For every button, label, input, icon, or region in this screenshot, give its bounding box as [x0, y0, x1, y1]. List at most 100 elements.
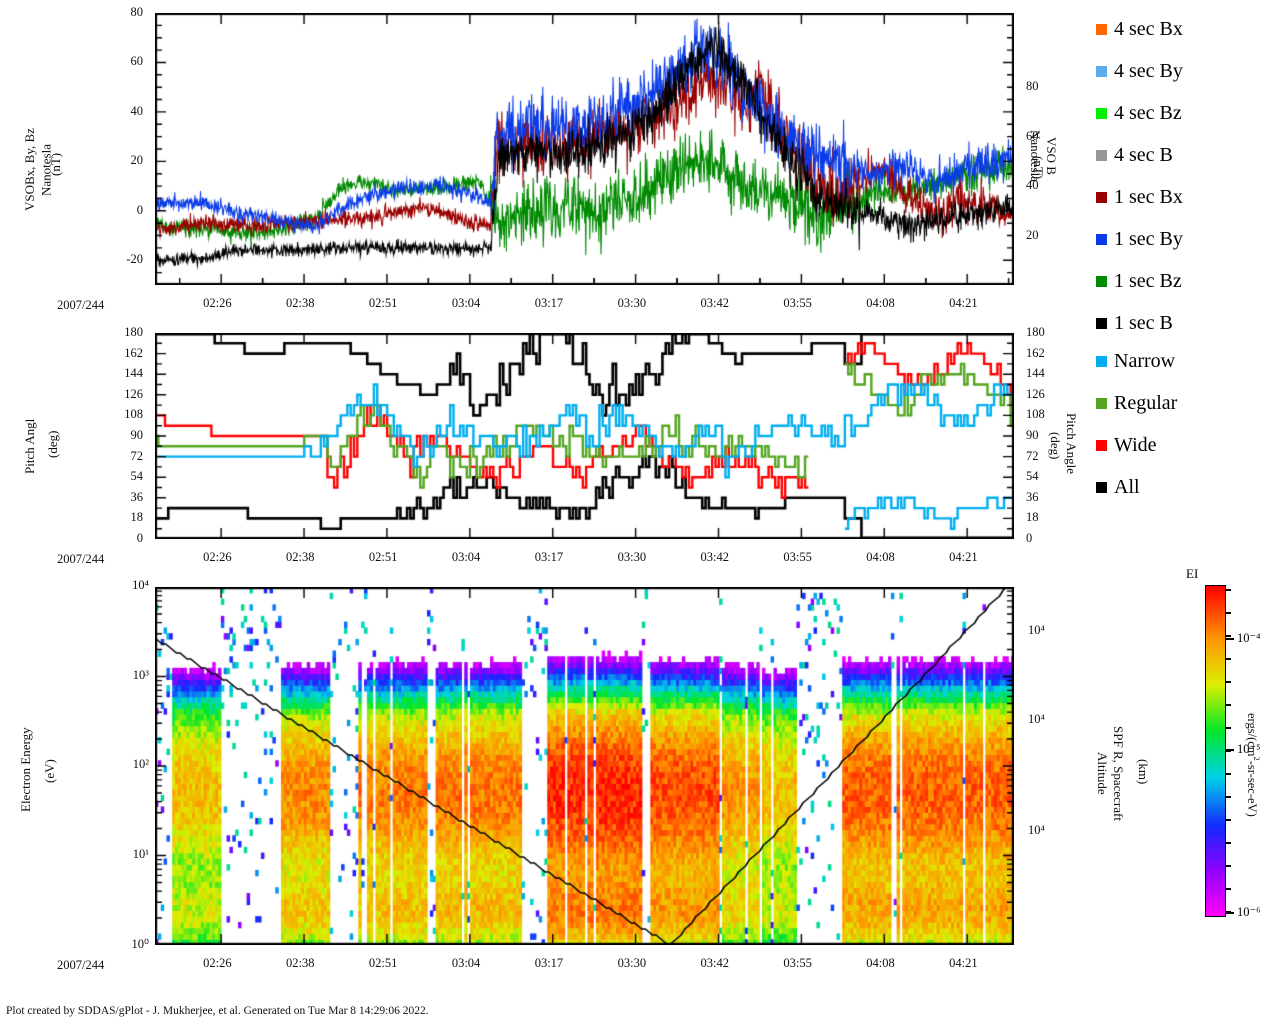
time-tick-label: 04:08	[866, 956, 895, 970]
axis-tick-label: 108	[1026, 407, 1045, 422]
axis-tick-label: 10³	[132, 667, 149, 682]
axis-tick-label: 40	[1026, 178, 1039, 193]
pitch-legend-item[interactable]: Wide	[1096, 424, 1276, 466]
panel3-ylabel-right-unit: (km)	[1136, 759, 1151, 785]
legend-label: Wide	[1114, 434, 1157, 456]
pitch-legend-item[interactable]: Regular	[1096, 382, 1276, 424]
axis-tick-label: 0	[136, 531, 143, 545]
panel3-ylabel-right: SPF R, Spacecraft Altitude	[1094, 725, 1126, 821]
legend-swatch-icon	[1096, 439, 1107, 451]
panel1-ylabel-left: VSOBx, By, Bz Nanotesla	[22, 128, 54, 212]
magnetic-field-panel	[155, 13, 1014, 285]
panel1-ylabel-right: VSO B Nanotesla	[1027, 130, 1059, 182]
panel3-ylabel-left: Electron Energy	[18, 727, 33, 813]
time-tick-label: 03:17	[534, 550, 564, 564]
colorbar-minor-tick	[1226, 819, 1231, 821]
legend-label: 1 sec B	[1114, 312, 1173, 334]
panel2-ylabel-right-unit: (deg)	[1048, 432, 1063, 460]
panel3-ylabel-left-unit: (eV)	[42, 759, 57, 783]
time-tick-label: 04:08	[866, 550, 895, 564]
time-tick-label: 04:21	[949, 296, 978, 310]
time-tick-label: 02:26	[203, 296, 232, 310]
legend-label: 4 sec B	[1114, 144, 1173, 166]
colorbar-tick-mark	[1226, 912, 1234, 915]
magnetic-legend-item[interactable]: 1 sec Bz	[1096, 260, 1276, 302]
time-tick-label: 02:38	[286, 296, 315, 310]
panel3-date-label: 2007/244	[57, 958, 105, 972]
pitch-legend-item[interactable]: Narrow	[1096, 340, 1276, 382]
magnetic-legend-item[interactable]: 1 sec Bx	[1096, 176, 1276, 218]
panel2-date-label: 2007/244	[57, 552, 105, 566]
time-tick-label: 03:55	[783, 550, 812, 564]
altitude-tick-label: 10⁴	[1028, 712, 1045, 727]
colorbar-minor-tick	[1226, 865, 1231, 867]
axis-tick-label: 54	[1026, 469, 1039, 484]
time-tick-label: 02:51	[368, 956, 398, 970]
time-tick-label: 03:30	[617, 956, 647, 970]
colorbar-tick-label: 10⁻⁵	[1237, 742, 1261, 756]
time-tick-label: 02:38	[286, 550, 315, 564]
colorbar-minor-tick	[1226, 911, 1231, 913]
time-tick-label: 02:51	[368, 296, 398, 310]
colorbar-tick-label: 10⁻⁶	[1237, 905, 1261, 920]
colorbar-minor-tick	[1226, 842, 1231, 844]
time-tick-label: 03:30	[617, 550, 647, 564]
time-tick-label: 03:30	[617, 296, 647, 310]
magnetic-legend-item[interactable]: 1 sec B	[1096, 302, 1276, 344]
legend-swatch-icon	[1096, 23, 1107, 35]
pitch-angle-panel	[155, 333, 1014, 539]
axis-tick-label: 162	[124, 345, 143, 360]
axis-tick-label: -20	[126, 252, 143, 267]
legend-label: 4 sec Bx	[1114, 18, 1183, 40]
magnetic-legend-item[interactable]: 4 sec By	[1096, 50, 1276, 92]
legend-swatch-icon	[1096, 65, 1107, 77]
altitude-tick-label: 10⁴	[1028, 823, 1045, 838]
time-tick-label: 04:21	[949, 956, 978, 970]
axis-tick-label: 162	[1026, 345, 1045, 360]
colorbar-minor-tick	[1226, 773, 1231, 775]
magnetic-legend-item[interactable]: 4 sec B	[1096, 134, 1276, 176]
colorbar-minor-tick	[1226, 589, 1231, 591]
colorbar-minor-tick	[1226, 681, 1231, 683]
legend-swatch-icon	[1096, 107, 1107, 119]
axis-tick-label: 20	[130, 153, 144, 168]
axis-tick-label: 108	[124, 407, 143, 422]
time-tick-label: 03:04	[451, 296, 481, 310]
axis-tick-label: 126	[1026, 386, 1045, 401]
time-tick-label: 02:26	[203, 956, 232, 970]
colorbar-minor-tick	[1226, 704, 1231, 706]
axis-tick-label: 126	[124, 386, 143, 401]
axis-tick-label: 90	[130, 428, 144, 442]
magnetic-legend-item[interactable]: 4 sec Bz	[1096, 92, 1276, 134]
time-tick-label: 03:04	[451, 956, 481, 970]
axis-tick-label: 180	[1026, 325, 1045, 339]
magnetic-legend-item[interactable]: 4 sec Bx	[1096, 8, 1276, 50]
axis-tick-label: 18	[130, 510, 144, 525]
legend-swatch-icon	[1096, 355, 1107, 367]
colorbar-gradient	[1205, 585, 1226, 917]
axis-tick-label: 10¹	[132, 846, 149, 861]
colorbar	[1205, 585, 1226, 917]
panel1-date-label: 2007/244	[57, 298, 105, 312]
legend-label: 1 sec Bz	[1114, 270, 1182, 292]
panel1-ylabel-right-unit: (nT)	[1031, 156, 1046, 180]
magnetic-field-legend: 4 sec Bx 4 sec By 4 sec Bz 4 sec B 1 sec Bx 1…	[1096, 8, 1276, 344]
axis-tick-label: 18	[1026, 510, 1039, 525]
colorbar-minor-tick	[1226, 612, 1231, 614]
axis-tick-label: 36	[130, 489, 144, 504]
colorbar-unit-label: ergs/(cm2-sr-sec-eV)	[1244, 713, 1262, 817]
electron-spectrogram-canvas	[155, 587, 1014, 945]
legend-label: 4 sec By	[1114, 60, 1183, 82]
pitch-legend-item[interactable]: All	[1096, 466, 1276, 508]
time-tick-label: 03:55	[783, 296, 812, 310]
magnetic-legend-item[interactable]: 1 sec By	[1096, 218, 1276, 260]
axis-tick-label: 180	[124, 325, 143, 339]
panel2-ylabel-left-unit: (deg)	[45, 430, 60, 458]
legend-swatch-icon	[1096, 275, 1107, 287]
legend-label: All	[1114, 476, 1140, 498]
time-tick-label: 02:51	[368, 550, 398, 564]
time-tick-label: 03:04	[451, 550, 481, 564]
time-tick-label: 04:08	[866, 296, 895, 310]
panel2-ylabel-left: Pitch Angl	[22, 418, 37, 474]
axis-tick-label: 36	[1026, 489, 1039, 504]
